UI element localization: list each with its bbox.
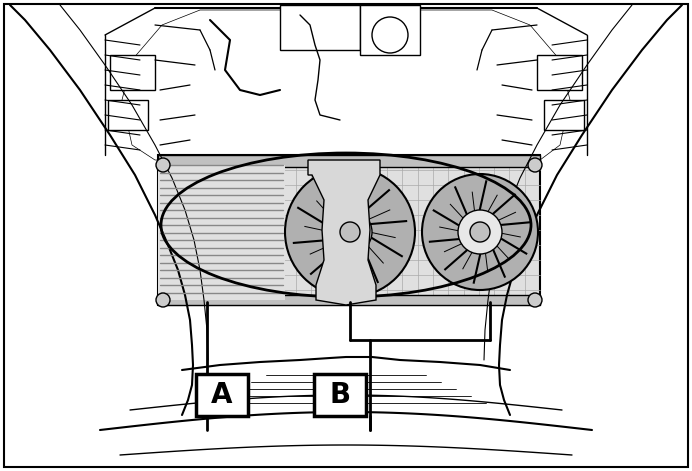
Bar — [158, 295, 540, 305]
Circle shape — [285, 167, 415, 297]
Circle shape — [156, 293, 170, 307]
Text: B: B — [329, 381, 351, 409]
Bar — [537, 55, 582, 90]
Text: A: A — [211, 381, 233, 409]
Bar — [158, 155, 540, 167]
Bar — [544, 100, 584, 130]
Bar — [360, 5, 420, 55]
Circle shape — [328, 210, 372, 254]
Circle shape — [458, 210, 502, 254]
Bar — [158, 165, 285, 300]
Polygon shape — [308, 160, 380, 305]
Bar — [108, 100, 148, 130]
Bar — [314, 374, 366, 416]
Circle shape — [528, 293, 542, 307]
Circle shape — [156, 158, 170, 172]
Circle shape — [528, 158, 542, 172]
Circle shape — [340, 222, 360, 242]
Bar — [280, 5, 360, 50]
Bar — [110, 55, 155, 90]
Circle shape — [422, 174, 538, 290]
Bar — [158, 155, 540, 305]
Bar — [196, 374, 248, 416]
Circle shape — [372, 17, 408, 53]
Circle shape — [470, 222, 490, 242]
